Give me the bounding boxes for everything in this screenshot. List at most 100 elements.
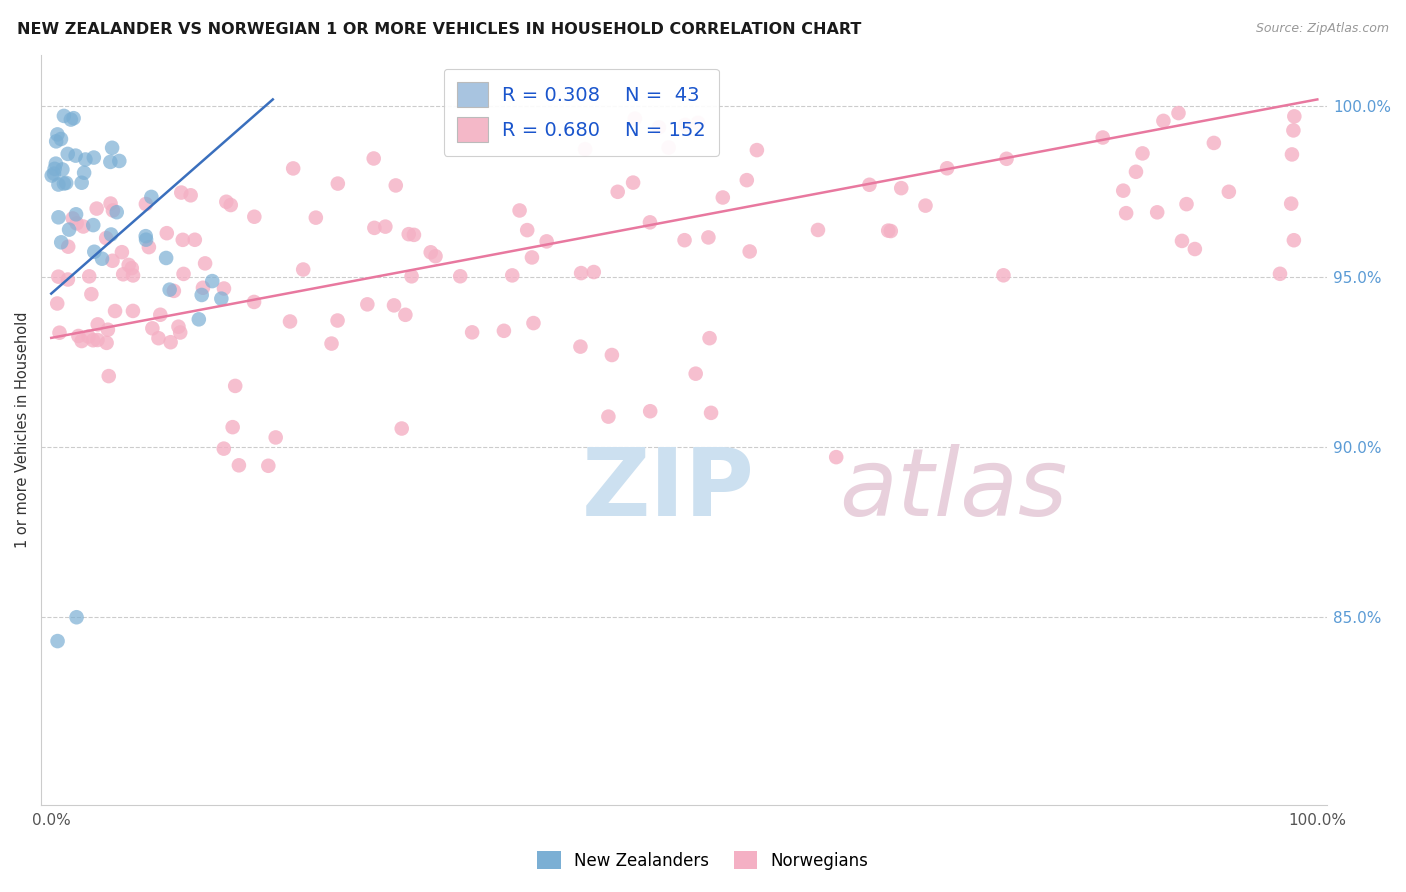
Point <box>100 227 122 242</box>
Point <box>59 112 82 127</box>
Point <box>101 203 124 218</box>
Point <box>425 249 447 263</box>
Text: ZIP: ZIP <box>581 444 754 536</box>
Point <box>492 324 515 338</box>
Point <box>1282 123 1305 137</box>
Point <box>673 233 696 247</box>
Point <box>278 314 301 328</box>
Point <box>461 326 484 340</box>
Point <box>75 153 97 167</box>
Point <box>621 176 644 190</box>
Point <box>685 367 707 381</box>
Point <box>91 252 114 266</box>
Point <box>96 231 118 245</box>
Point <box>711 190 734 204</box>
Point <box>169 326 191 340</box>
Point <box>44 161 66 176</box>
Point <box>520 251 543 265</box>
Point <box>1281 147 1303 161</box>
Point <box>184 233 207 247</box>
Point <box>382 298 405 312</box>
Point <box>148 331 170 345</box>
Point <box>80 287 103 301</box>
Point <box>993 268 1015 283</box>
Point <box>105 205 128 219</box>
Point <box>1184 242 1206 256</box>
Point <box>363 220 385 235</box>
Point <box>391 421 413 435</box>
Point <box>135 197 157 211</box>
Point <box>70 334 93 348</box>
Y-axis label: 1 or more Vehicles in Household: 1 or more Vehicles in Household <box>15 311 30 548</box>
Point <box>65 148 87 162</box>
Point <box>745 143 768 157</box>
Point <box>326 313 349 327</box>
Point <box>87 318 110 332</box>
Point <box>738 244 761 259</box>
Point <box>48 178 70 192</box>
Point <box>522 316 544 330</box>
Point <box>1152 114 1174 128</box>
Point <box>173 267 195 281</box>
Point <box>101 253 124 268</box>
Point <box>122 268 145 283</box>
Point <box>42 167 65 181</box>
Point <box>598 409 620 424</box>
Point <box>48 326 70 340</box>
Point <box>66 216 89 230</box>
Point <box>292 262 315 277</box>
Point <box>536 235 558 249</box>
Point <box>700 406 723 420</box>
Point <box>97 369 120 384</box>
Point <box>398 227 420 242</box>
Point <box>96 335 118 350</box>
Text: NEW ZEALANDER VS NORWEGIAN 1 OR MORE VEHICLES IN HOUSEHOLD CORRELATION CHART: NEW ZEALANDER VS NORWEGIAN 1 OR MORE VEH… <box>17 22 862 37</box>
Point <box>159 283 181 297</box>
Point <box>516 223 538 237</box>
Point <box>55 176 77 190</box>
Point <box>56 272 79 286</box>
Point <box>1279 196 1302 211</box>
Point <box>155 251 177 265</box>
Point <box>356 297 378 311</box>
Point <box>877 224 900 238</box>
Point <box>62 211 84 226</box>
Point <box>83 151 105 165</box>
Point <box>156 226 179 240</box>
Point <box>46 128 69 142</box>
Point <box>735 173 758 187</box>
Text: Source: ZipAtlas.com: Source: ZipAtlas.com <box>1256 22 1389 36</box>
Point <box>228 458 250 473</box>
Point <box>326 177 349 191</box>
Point <box>699 331 721 345</box>
Point <box>58 222 80 236</box>
Point <box>191 281 214 295</box>
Point <box>1202 136 1225 150</box>
Point <box>73 166 96 180</box>
Point <box>283 161 305 176</box>
Point <box>858 178 880 192</box>
Point <box>159 335 181 350</box>
Point <box>121 261 143 276</box>
Point <box>1112 184 1135 198</box>
Point <box>374 219 396 234</box>
Point <box>224 379 246 393</box>
Point <box>363 152 385 166</box>
Point <box>219 198 242 212</box>
Point <box>194 256 217 270</box>
Point <box>1091 130 1114 145</box>
Point <box>49 132 72 146</box>
Point <box>221 420 243 434</box>
Point <box>384 178 406 193</box>
Point <box>638 404 661 418</box>
Point <box>402 227 425 242</box>
Point <box>97 323 120 337</box>
Point <box>264 430 287 444</box>
Point <box>163 284 186 298</box>
Point <box>172 233 194 247</box>
Point <box>98 155 121 169</box>
Point <box>170 186 193 200</box>
Point <box>624 112 647 126</box>
Point <box>638 215 661 229</box>
Text: atlas: atlas <box>838 444 1067 535</box>
